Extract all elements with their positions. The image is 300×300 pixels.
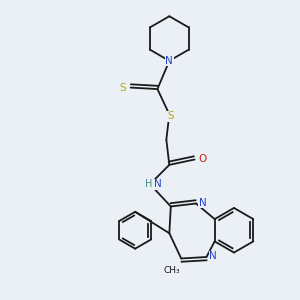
Text: O: O <box>198 154 206 164</box>
Text: N: N <box>165 56 173 66</box>
Text: N: N <box>154 179 161 189</box>
Text: N: N <box>199 198 206 208</box>
Text: H: H <box>145 179 152 189</box>
Text: CH₃: CH₃ <box>164 266 181 275</box>
Text: S: S <box>119 82 126 93</box>
Text: N: N <box>209 251 217 261</box>
Text: S: S <box>167 111 174 121</box>
